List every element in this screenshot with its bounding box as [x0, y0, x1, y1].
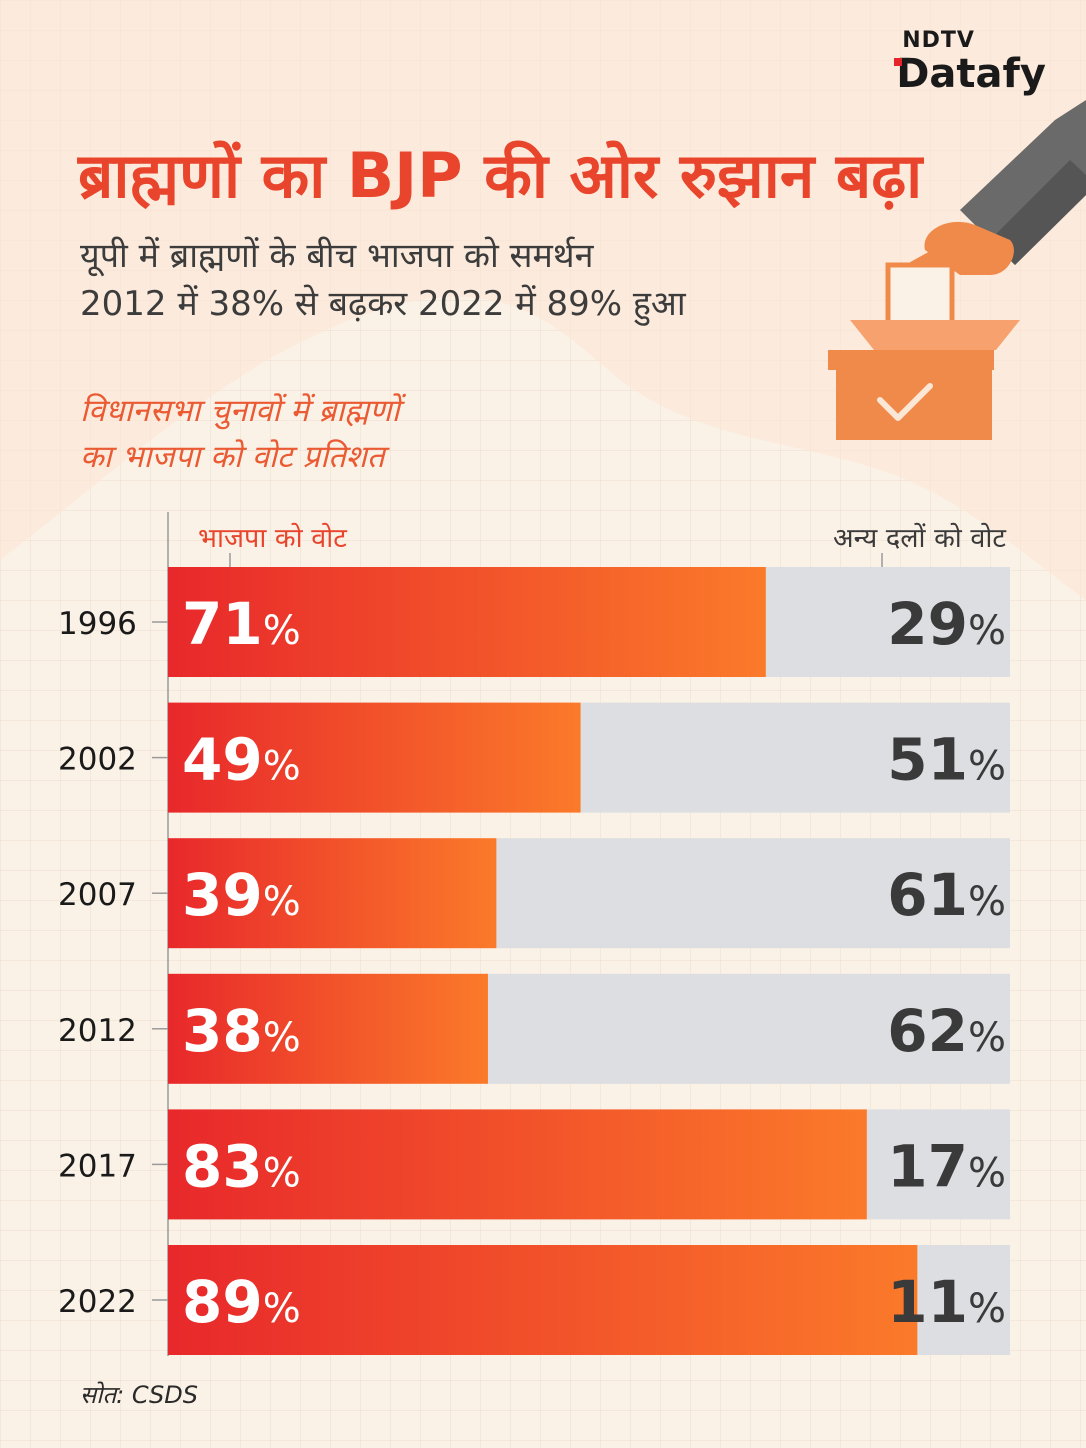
bar-others-2012	[487, 973, 1011, 1084]
page-title: ब्राह्मणों का BJP की ओर रुझान बढ़ा	[78, 139, 923, 212]
category-label-2017: 2017	[58, 1148, 137, 1184]
subtitle-line-1: यूपी में ब्राह्मणों के बीच भाजपा को समर्…	[80, 236, 594, 276]
subtitle-line-2: 2012 में 38% से बढ़कर 2022 में 89% हुआ	[80, 284, 686, 324]
brand-dot	[894, 58, 903, 66]
bar-bjp-2022	[168, 1245, 918, 1355]
bar-bjp-2012	[168, 973, 488, 1084]
source-note: सोत: CSDS	[80, 1381, 198, 1409]
ballot-box-icon	[828, 320, 1020, 440]
data-label-bjp-1996: 71%	[182, 590, 301, 658]
category-label-1996: 1996	[58, 606, 137, 642]
data-label-bjp-2022: 89%	[182, 1268, 301, 1336]
data-label-others-2007: 61%	[887, 861, 1006, 929]
legend-others-label: अन्य दलों को वोट	[833, 522, 1006, 554]
category-label-2022: 2022	[58, 1284, 137, 1320]
bar-bjp-2007	[168, 838, 497, 949]
chart-title-line-1: विधानसभा चुनावों में ब्राह्मणों	[80, 393, 400, 429]
chart-title: विधानसभा चुनावों में ब्राह्मणों का भाजपा…	[80, 388, 400, 480]
background-wave	[0, 0, 1086, 600]
category-label-2007: 2007	[58, 877, 137, 913]
data-label-bjp-2012: 38%	[182, 997, 301, 1065]
brand-logo-bottom: Datafy	[894, 51, 1046, 97]
bar-others-2002	[580, 702, 1010, 813]
ballot-box-illustration	[828, 100, 1086, 440]
brand-logo: NDTV Datafy	[894, 28, 1046, 97]
data-label-others-2017: 17%	[887, 1132, 1006, 1200]
data-label-bjp-2002: 49%	[182, 726, 301, 794]
category-label-2012: 2012	[58, 1013, 137, 1049]
bar-others-1996	[765, 567, 1010, 677]
data-label-others-2012: 62%	[887, 997, 1006, 1065]
data-label-others-2022: 11%	[887, 1268, 1006, 1336]
bar-others-2007	[496, 838, 1010, 949]
chart-title-line-2: का भाजपा को वोट प्रतिशत	[80, 439, 385, 475]
page-subtitle: यूपी में ब्राह्मणों के बीच भाजपा को समर्…	[80, 232, 800, 328]
category-label-2002: 2002	[58, 742, 137, 778]
bar-others-2022	[917, 1245, 1010, 1355]
bar-others-2017	[866, 1109, 1010, 1220]
legend-bjp-label: भाजपा को वोट	[198, 522, 347, 554]
bar-bjp-2002	[168, 702, 581, 813]
data-label-bjp-2017: 83%	[182, 1132, 301, 1200]
brand-logo-top: NDTV	[902, 28, 975, 53]
data-label-bjp-2007: 39%	[182, 861, 301, 929]
data-label-others-1996: 29%	[887, 590, 1006, 658]
bar-bjp-2017	[168, 1109, 867, 1220]
bar-bjp-1996	[168, 567, 766, 677]
brand-logo-word: Datafy	[896, 51, 1046, 97]
data-label-others-2002: 51%	[887, 726, 1006, 794]
